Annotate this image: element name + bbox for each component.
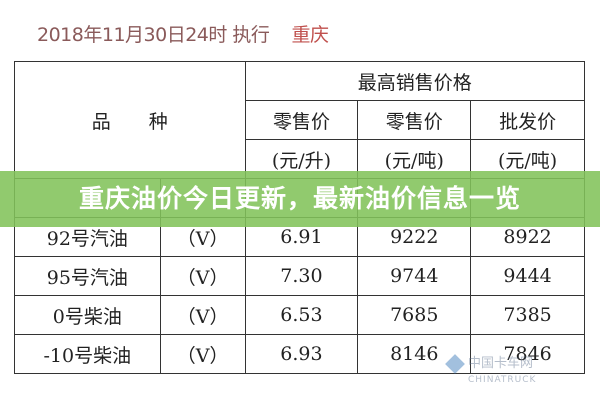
watermark-name: 中国卡车网	[468, 356, 534, 371]
watermark: 中国卡车网 CHINATRUCK	[445, 352, 537, 386]
cell-retail_t: 7685	[357, 295, 472, 335]
table-row: -10号柴油 （V） 6.93 8146 7846	[14, 334, 585, 374]
cell-grade: （V）	[159, 256, 246, 296]
col-header: 零售价	[244, 100, 359, 140]
page-title: 2018年11月30日24时 执行 重庆	[37, 20, 329, 47]
header-product: 品 种	[14, 61, 246, 179]
cell-product: -10号柴油	[14, 334, 161, 374]
cell-wholesale: 7385	[470, 295, 585, 335]
col-header: 零售价	[357, 100, 472, 140]
cell-product: 0号柴油	[14, 295, 161, 335]
cell-grade: （V）	[159, 334, 246, 374]
cell-retail_l: 6.93	[244, 334, 359, 374]
table-row: 95号汽油 （V） 7.30 9744 9444	[14, 256, 585, 296]
city-text: 重庆	[291, 24, 329, 46]
logo-icon	[445, 353, 465, 374]
cell-wholesale: 9444	[470, 256, 585, 296]
cell-retail_t: 9744	[357, 256, 472, 296]
table-row: 0号柴油 （V） 6.53 7685 7385	[14, 295, 585, 335]
date-text: 2018年11月30日24时 执行	[37, 24, 270, 46]
cell-retail_l: 6.53	[244, 295, 359, 335]
oil-price-table: 品 种 最高销售价格 零售价 零售价 批发价 (元/升) (元/吨) (元/吨)…	[14, 61, 586, 374]
cell-wholesale: 7846	[470, 334, 585, 374]
watermark-sub: CHINATRUCK	[468, 375, 537, 385]
header-max-price: 最高销售价格	[244, 61, 586, 101]
cell-retail_l: 7.30	[244, 256, 359, 296]
cell-grade: （V）	[159, 295, 246, 335]
col-header: 批发价	[470, 100, 585, 140]
headline-banner: 重庆油价今日更新，最新油价信息一览	[0, 171, 600, 227]
cell-product: 95号汽油	[14, 256, 161, 296]
